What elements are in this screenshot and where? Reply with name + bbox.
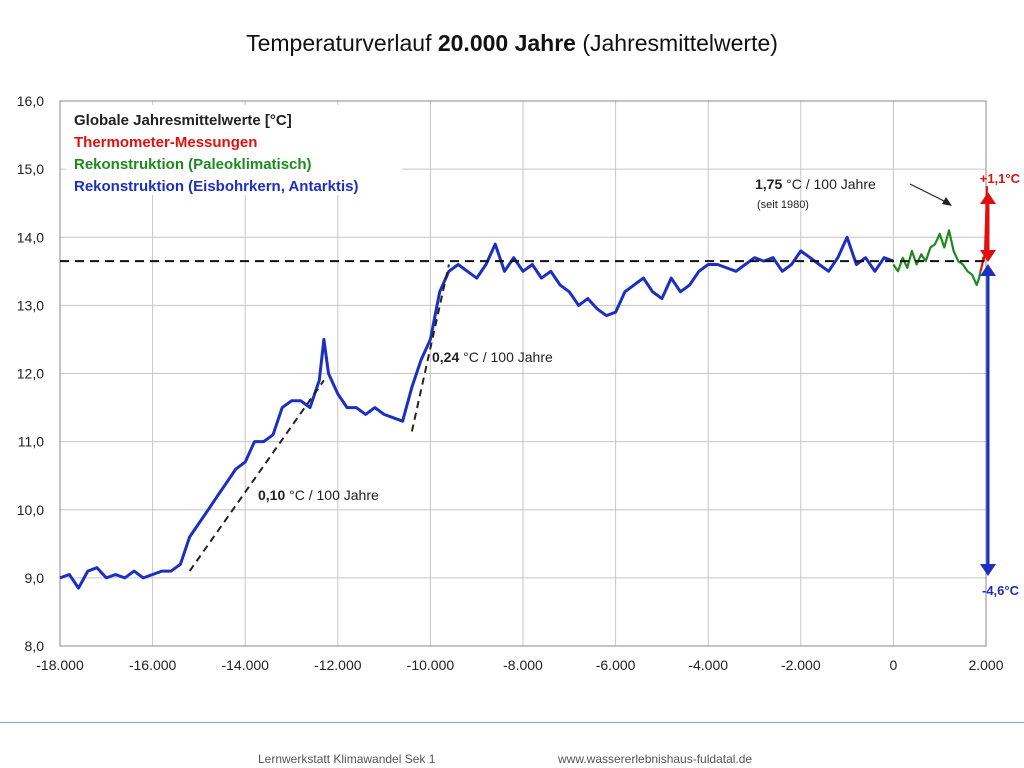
down-arrow-head-bottom [980, 564, 996, 576]
trend-label-value: 0,24 [432, 349, 459, 365]
temperature-chart: -18.000 -16.000 -14.000 -12.000 -10.000 -8.00… [17, 93, 1021, 673]
title-part-bold: 20.000 Jahre [437, 30, 576, 56]
x-tick-label: -2.000 [781, 657, 821, 673]
chart-legend: Globale Jahresmittelwerte [°C] Thermomete… [66, 105, 402, 195]
legend-background [66, 105, 402, 195]
trend-line [188, 379, 325, 572]
trend-label-unit: °C / 100 Jahre [459, 349, 553, 365]
x-tick-label: 2.000 [968, 657, 1003, 673]
y-tick-label: 13,0 [17, 297, 44, 313]
series-line-icecore [59, 235, 894, 590]
up-change-label: +1,1°C [980, 171, 1021, 186]
side-annotations: +1,1°C -4,6°C [980, 171, 1021, 598]
x-tick-label: -12.000 [314, 657, 362, 673]
x-tick-label: -4.000 [688, 657, 728, 673]
legend-entry-paleoclimatic: Rekonstruktion (Paleoklimatisch) [74, 156, 312, 173]
footer-divider [0, 722, 1024, 723]
down-arrow-head-top [980, 264, 996, 276]
title-part-suffix: (Jahresmittelwerte) [575, 30, 778, 56]
footer-left: Lernwerkstatt Klimawandel Sek 1 [258, 752, 436, 766]
slide-title: Temperaturverlauf 20.000 Jahre (Jahresmi… [0, 30, 1024, 57]
chart-axes: -18.000 -16.000 -14.000 -12.000 -10.000 -8.00… [17, 93, 1004, 673]
legend-entry-icecore: Rekonstruktion (Eisbohrkern, Antarktis) [74, 178, 359, 195]
y-tick-label: 14,0 [17, 229, 44, 245]
y-tick-label: 8,0 [25, 638, 45, 654]
recent-rate-label: 1,75 °C / 100 Jahre [755, 176, 876, 192]
y-tick-label: 9,0 [25, 570, 45, 586]
footer-right: www.wassererlebnishaus-fuldatal.de [558, 752, 753, 766]
plot-frame [59, 100, 987, 647]
trend-label-value: 0,10 [258, 487, 285, 503]
legend-entry-thermometer: Thermometer-Messungen [74, 134, 257, 151]
up-arrow-head-top [980, 192, 996, 204]
up-arrow-head-bottom [980, 250, 996, 262]
y-tick-label: 10,0 [17, 502, 44, 518]
recent-rate-arrow-head [942, 197, 952, 206]
x-tick-label: -16.000 [129, 657, 177, 673]
y-tick-label: 15,0 [17, 161, 44, 177]
y-tick-label: 11,0 [18, 434, 44, 450]
trend-label-deglacial: 0,24 °C / 100 Jahre [432, 349, 553, 365]
trend-label-glacial: 0,10 °C / 100 Jahre [258, 487, 379, 503]
recent-rate-value: 1,75 [755, 176, 782, 192]
x-tick-label: -18.000 [36, 657, 84, 673]
title-part-regular: Temperaturverlauf [246, 30, 438, 56]
trend-label-unit: °C / 100 Jahre [285, 487, 379, 503]
x-tick-label: -14.000 [221, 657, 269, 673]
x-tick-label: -8.000 [503, 657, 543, 673]
trend-line [410, 264, 450, 432]
legend-title: Globale Jahresmittelwerte [°C] [74, 112, 292, 129]
x-tick-label: -10.000 [407, 657, 455, 673]
recent-rate-arrow-line [909, 183, 949, 204]
down-change-label: -4,6°C [982, 583, 1020, 598]
x-tick-label: -6.000 [596, 657, 636, 673]
series-line-paleoclimatic [892, 229, 982, 286]
recent-rate-unit: °C / 100 Jahre [782, 176, 876, 192]
x-tick-label: 0 [890, 657, 898, 673]
y-tick-label: 12,0 [17, 366, 44, 382]
y-tick-label: 16,0 [17, 93, 44, 109]
recent-rate-sublabel: (seit 1980) [757, 199, 809, 211]
